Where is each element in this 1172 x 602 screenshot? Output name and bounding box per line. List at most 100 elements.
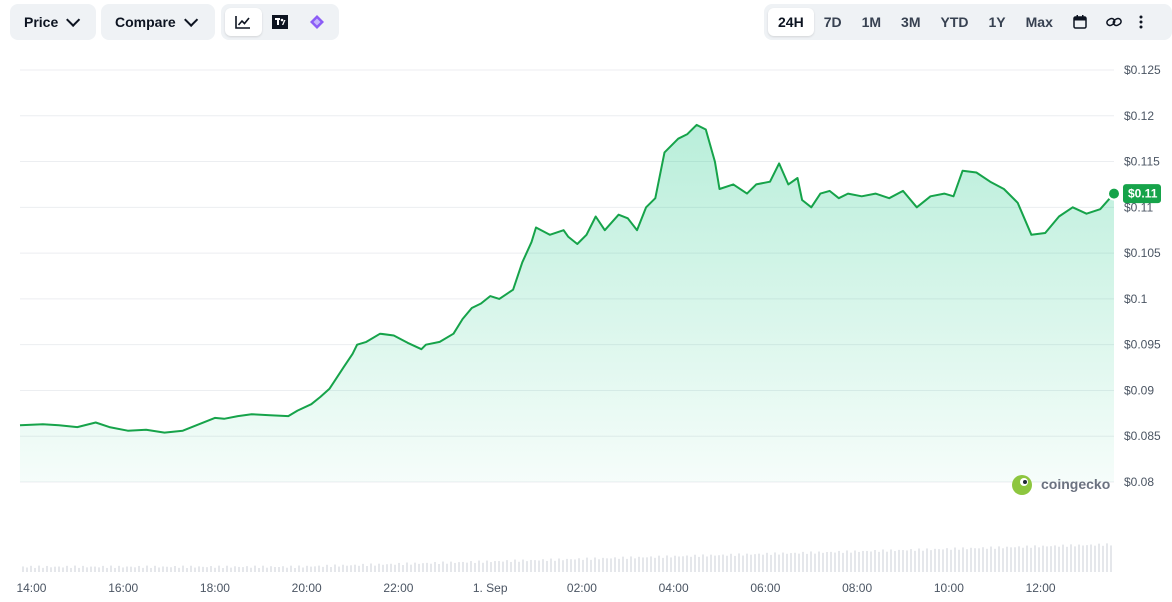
volume-bar [158,567,160,572]
volume-bar [322,566,324,572]
volume-bar [102,565,104,572]
price-dropdown[interactable]: Price [10,4,96,40]
volume-bar [442,561,444,572]
volume-bar [834,552,836,572]
diamond-view-button[interactable] [298,8,335,36]
line-chart-icon [235,16,251,29]
y-tick-label: $0.085 [1124,429,1161,443]
volume-bar [94,566,96,572]
volume-bar [858,551,860,572]
volume-bar [114,567,116,572]
volume-bar [870,551,872,572]
volume-bar [766,552,768,572]
volume-bar [814,553,816,572]
volume-bar [310,566,312,572]
volume-bar [98,567,100,572]
range-label: 24H [778,14,804,30]
volume-bar [1038,547,1040,572]
watermark-text: coingecko [1041,476,1110,492]
volume-bar [782,552,784,572]
volume-bar [138,565,140,572]
volume-bar [418,563,420,572]
x-tick-label: 16:00 [108,581,138,595]
volume-bar [210,566,212,572]
volume-bar [242,567,244,572]
y-tick-label: $0.125 [1124,63,1161,77]
volume-bar [894,551,896,572]
tradingview-view-button[interactable] [262,8,299,36]
volume-bar [982,547,984,572]
volume-bar [1078,544,1080,572]
volume-bar [606,558,608,572]
volume-bar [406,562,408,572]
range-button-1y[interactable]: 1Y [979,8,1016,36]
calendar-button[interactable] [1063,8,1097,36]
volume-bar [198,566,200,572]
volume-bars [22,543,1112,572]
volume-bar [498,561,500,572]
compare-dropdown[interactable]: Compare [101,4,215,40]
volume-bar [798,553,800,572]
diamond-icon [309,15,324,29]
x-tick-label: 10:00 [934,581,964,595]
more-options-button[interactable] [1131,8,1151,36]
volume-bar [626,558,628,572]
volume-bar [338,566,340,572]
volume-bar [966,549,968,572]
volume-bar [1050,546,1052,572]
view-switcher [221,4,339,40]
volume-bar [282,566,284,572]
range-button-max[interactable]: Max [1016,8,1063,36]
range-button-ytd[interactable]: YTD [931,8,979,36]
volume-bar [1082,545,1084,572]
volume-bar [930,550,932,572]
volume-bar [770,554,772,572]
volume-bar [38,565,40,572]
y-tick-label: $0.12 [1124,109,1154,123]
volume-bar [610,558,612,572]
volume-bar [78,567,80,572]
current-price-dot [1107,186,1121,201]
link-icon [1106,17,1122,27]
volume-bar [366,565,368,572]
link-button[interactable] [1097,8,1131,36]
volume-bar [374,565,376,572]
line-chart-view-button[interactable] [225,8,262,36]
range-button-24h[interactable]: 24H [768,8,814,36]
volume-bar [918,548,920,572]
volume-bar [666,555,668,572]
volume-bar [1066,546,1068,572]
range-button-7d[interactable]: 7D [814,8,852,36]
volume-bar [422,563,424,572]
volume-bar [826,552,828,572]
volume-bar [334,564,336,572]
chart-toolbar: Price Compare [10,4,1172,40]
volume-bar [546,560,548,572]
x-tick-label: 1. Sep [473,581,508,595]
volume-bar [1106,543,1108,572]
volume-bar [822,552,824,572]
range-button-1m[interactable]: 1M [852,8,891,36]
volume-bar [86,567,88,572]
volume-bar [654,557,656,572]
volume-bar [482,562,484,572]
volume-bar [162,566,164,572]
volume-bar [62,567,64,572]
volume-bar [578,558,580,572]
range-button-3m[interactable]: 3M [891,8,930,36]
volume-bar [458,562,460,572]
volume-bar [838,550,840,572]
volume-bar [998,546,1000,572]
volume-bar [182,565,184,572]
volume-bar [730,553,732,572]
volume-bar [174,566,176,572]
volume-bar [286,567,288,572]
volume-bar [218,565,220,572]
volume-bar [298,565,300,572]
volume-bar [642,557,644,572]
volume-bar [66,565,68,572]
volume-bar [58,566,60,572]
volume-bar [1010,547,1012,572]
volume-bar [46,565,48,572]
volume-bar [558,558,560,572]
